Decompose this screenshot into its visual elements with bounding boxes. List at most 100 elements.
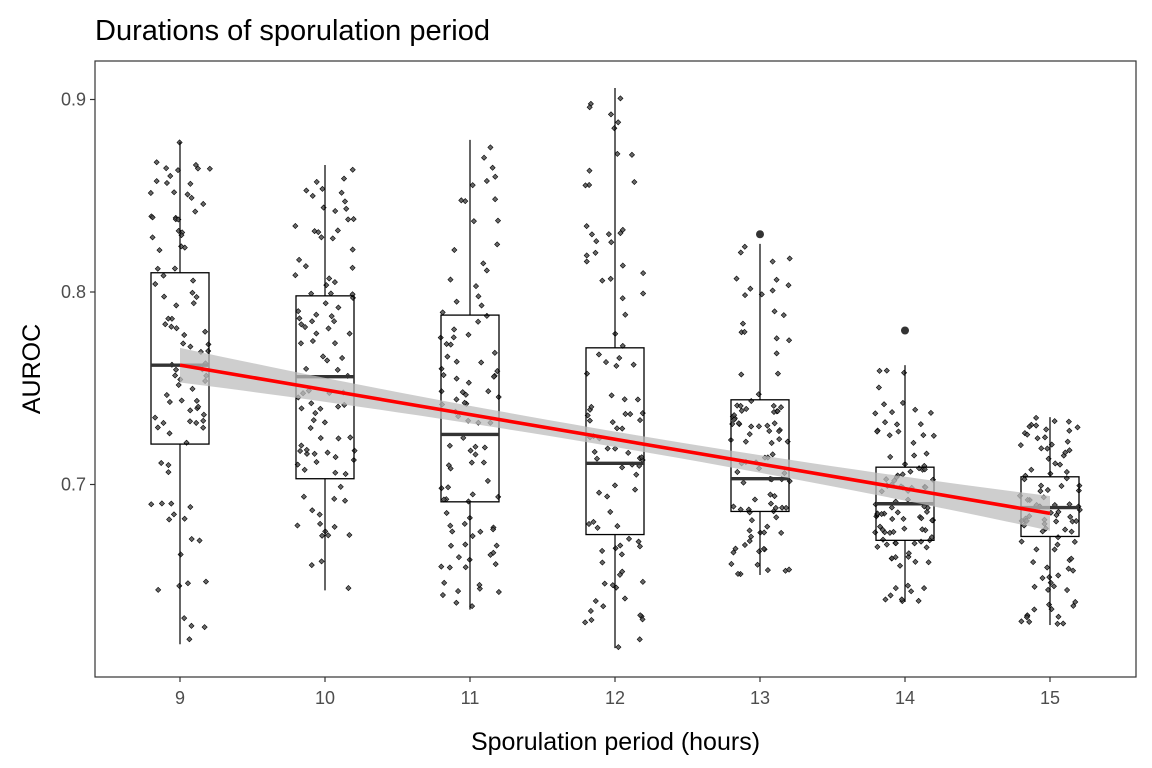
jitter-point xyxy=(882,419,889,426)
jitter-point xyxy=(730,549,737,556)
jitter-point xyxy=(596,489,603,496)
jitter-point xyxy=(180,340,187,347)
jitter-point xyxy=(637,417,644,424)
jitter-point xyxy=(739,320,746,327)
jitter-point xyxy=(494,241,501,248)
jitter-point xyxy=(202,578,210,585)
jitter-point xyxy=(730,503,737,510)
jitter-point xyxy=(751,496,758,503)
jitter-point xyxy=(167,172,174,179)
jitter-point xyxy=(771,308,778,315)
jitter-point xyxy=(1031,583,1038,590)
jitter-point xyxy=(732,545,739,552)
jitter-point xyxy=(465,379,472,386)
jitter-point xyxy=(905,550,912,557)
jitter-point xyxy=(298,405,305,412)
jitter-point xyxy=(738,407,745,414)
jitter-point xyxy=(1052,460,1059,467)
jitter-point xyxy=(171,189,178,196)
jitter-point xyxy=(905,553,912,560)
jitter-point xyxy=(1068,555,1075,562)
jitter-point xyxy=(639,616,646,623)
jitter-point xyxy=(611,125,618,132)
jitter-point xyxy=(478,302,485,309)
outlier-point xyxy=(901,326,909,335)
jitter-point xyxy=(774,408,781,415)
jitter-point xyxy=(1055,613,1062,620)
jitter-point xyxy=(451,246,458,254)
jitter-point xyxy=(148,501,155,508)
jitter-point xyxy=(446,564,453,571)
jitter-point xyxy=(472,443,479,450)
jitter-point xyxy=(317,520,324,527)
jitter-point xyxy=(607,275,614,282)
jitter-point xyxy=(773,350,780,357)
jitter-point xyxy=(311,450,318,457)
jitter-point xyxy=(181,615,188,622)
jitter-point xyxy=(588,403,595,410)
jitter-point xyxy=(735,420,742,427)
y-tick-label: 0.9 xyxy=(61,90,86,110)
jitter-point xyxy=(761,529,768,536)
jitter-point xyxy=(321,419,328,426)
jitter-point xyxy=(1034,435,1041,442)
jitter-point xyxy=(154,424,161,431)
jitter-point xyxy=(303,450,310,457)
jitter-point xyxy=(485,388,492,395)
jitter-point xyxy=(318,558,325,565)
jitter-point xyxy=(332,207,339,215)
jitter-point xyxy=(445,484,452,491)
jitter-point xyxy=(1072,598,1079,606)
jitter-point xyxy=(764,422,771,429)
jitter-point xyxy=(184,191,191,198)
jitter-point xyxy=(298,321,305,328)
jitter-point xyxy=(155,586,162,593)
jitter-point xyxy=(200,411,207,418)
jitter-point xyxy=(1066,447,1073,454)
jitter-point xyxy=(748,517,755,524)
jitter-point xyxy=(771,420,778,427)
jitter-point xyxy=(440,372,447,379)
jitter-point xyxy=(319,353,327,360)
jitter-point xyxy=(446,442,453,449)
y-tick-label: 0.7 xyxy=(61,475,86,495)
jitter-point xyxy=(594,524,601,531)
jitter-point xyxy=(1024,431,1031,438)
jitter-point xyxy=(923,508,930,515)
jitter-point xyxy=(773,276,780,283)
jitter-point xyxy=(447,465,454,472)
jitter-point xyxy=(743,405,750,412)
jitter-point xyxy=(769,287,776,294)
jitter-point xyxy=(636,636,643,643)
jitter-point xyxy=(583,252,590,259)
x-tick-label: 10 xyxy=(315,688,335,708)
jitter-point xyxy=(332,469,339,476)
jitter-point xyxy=(888,504,895,511)
jitter-point xyxy=(303,365,310,372)
jitter-point xyxy=(923,450,930,457)
jitter-point xyxy=(1018,618,1025,625)
jitter-point xyxy=(350,216,357,223)
jitter-point xyxy=(637,612,644,619)
jitter-point xyxy=(188,536,195,543)
jitter-point xyxy=(165,469,172,476)
jitter-point xyxy=(619,226,626,233)
jitter-point xyxy=(1044,445,1051,452)
jitter-point xyxy=(775,428,782,435)
jitter-point xyxy=(586,167,593,174)
jitter-point xyxy=(453,358,460,365)
jitter-point xyxy=(1055,572,1062,579)
jitter-point xyxy=(613,362,620,369)
jitter-point xyxy=(612,545,619,552)
jitter-point xyxy=(1026,423,1033,430)
jitter-point xyxy=(338,189,345,196)
jitter-point xyxy=(468,459,475,466)
jitter-point xyxy=(492,173,499,180)
jitter-point xyxy=(187,407,194,414)
jitter-point xyxy=(484,477,491,484)
jitter-point xyxy=(315,229,322,236)
jitter-point xyxy=(310,417,317,424)
jitter-point xyxy=(173,325,180,332)
y-axis: 0.7 0.8 0.9 xyxy=(61,90,95,495)
jitter-point xyxy=(322,300,329,307)
